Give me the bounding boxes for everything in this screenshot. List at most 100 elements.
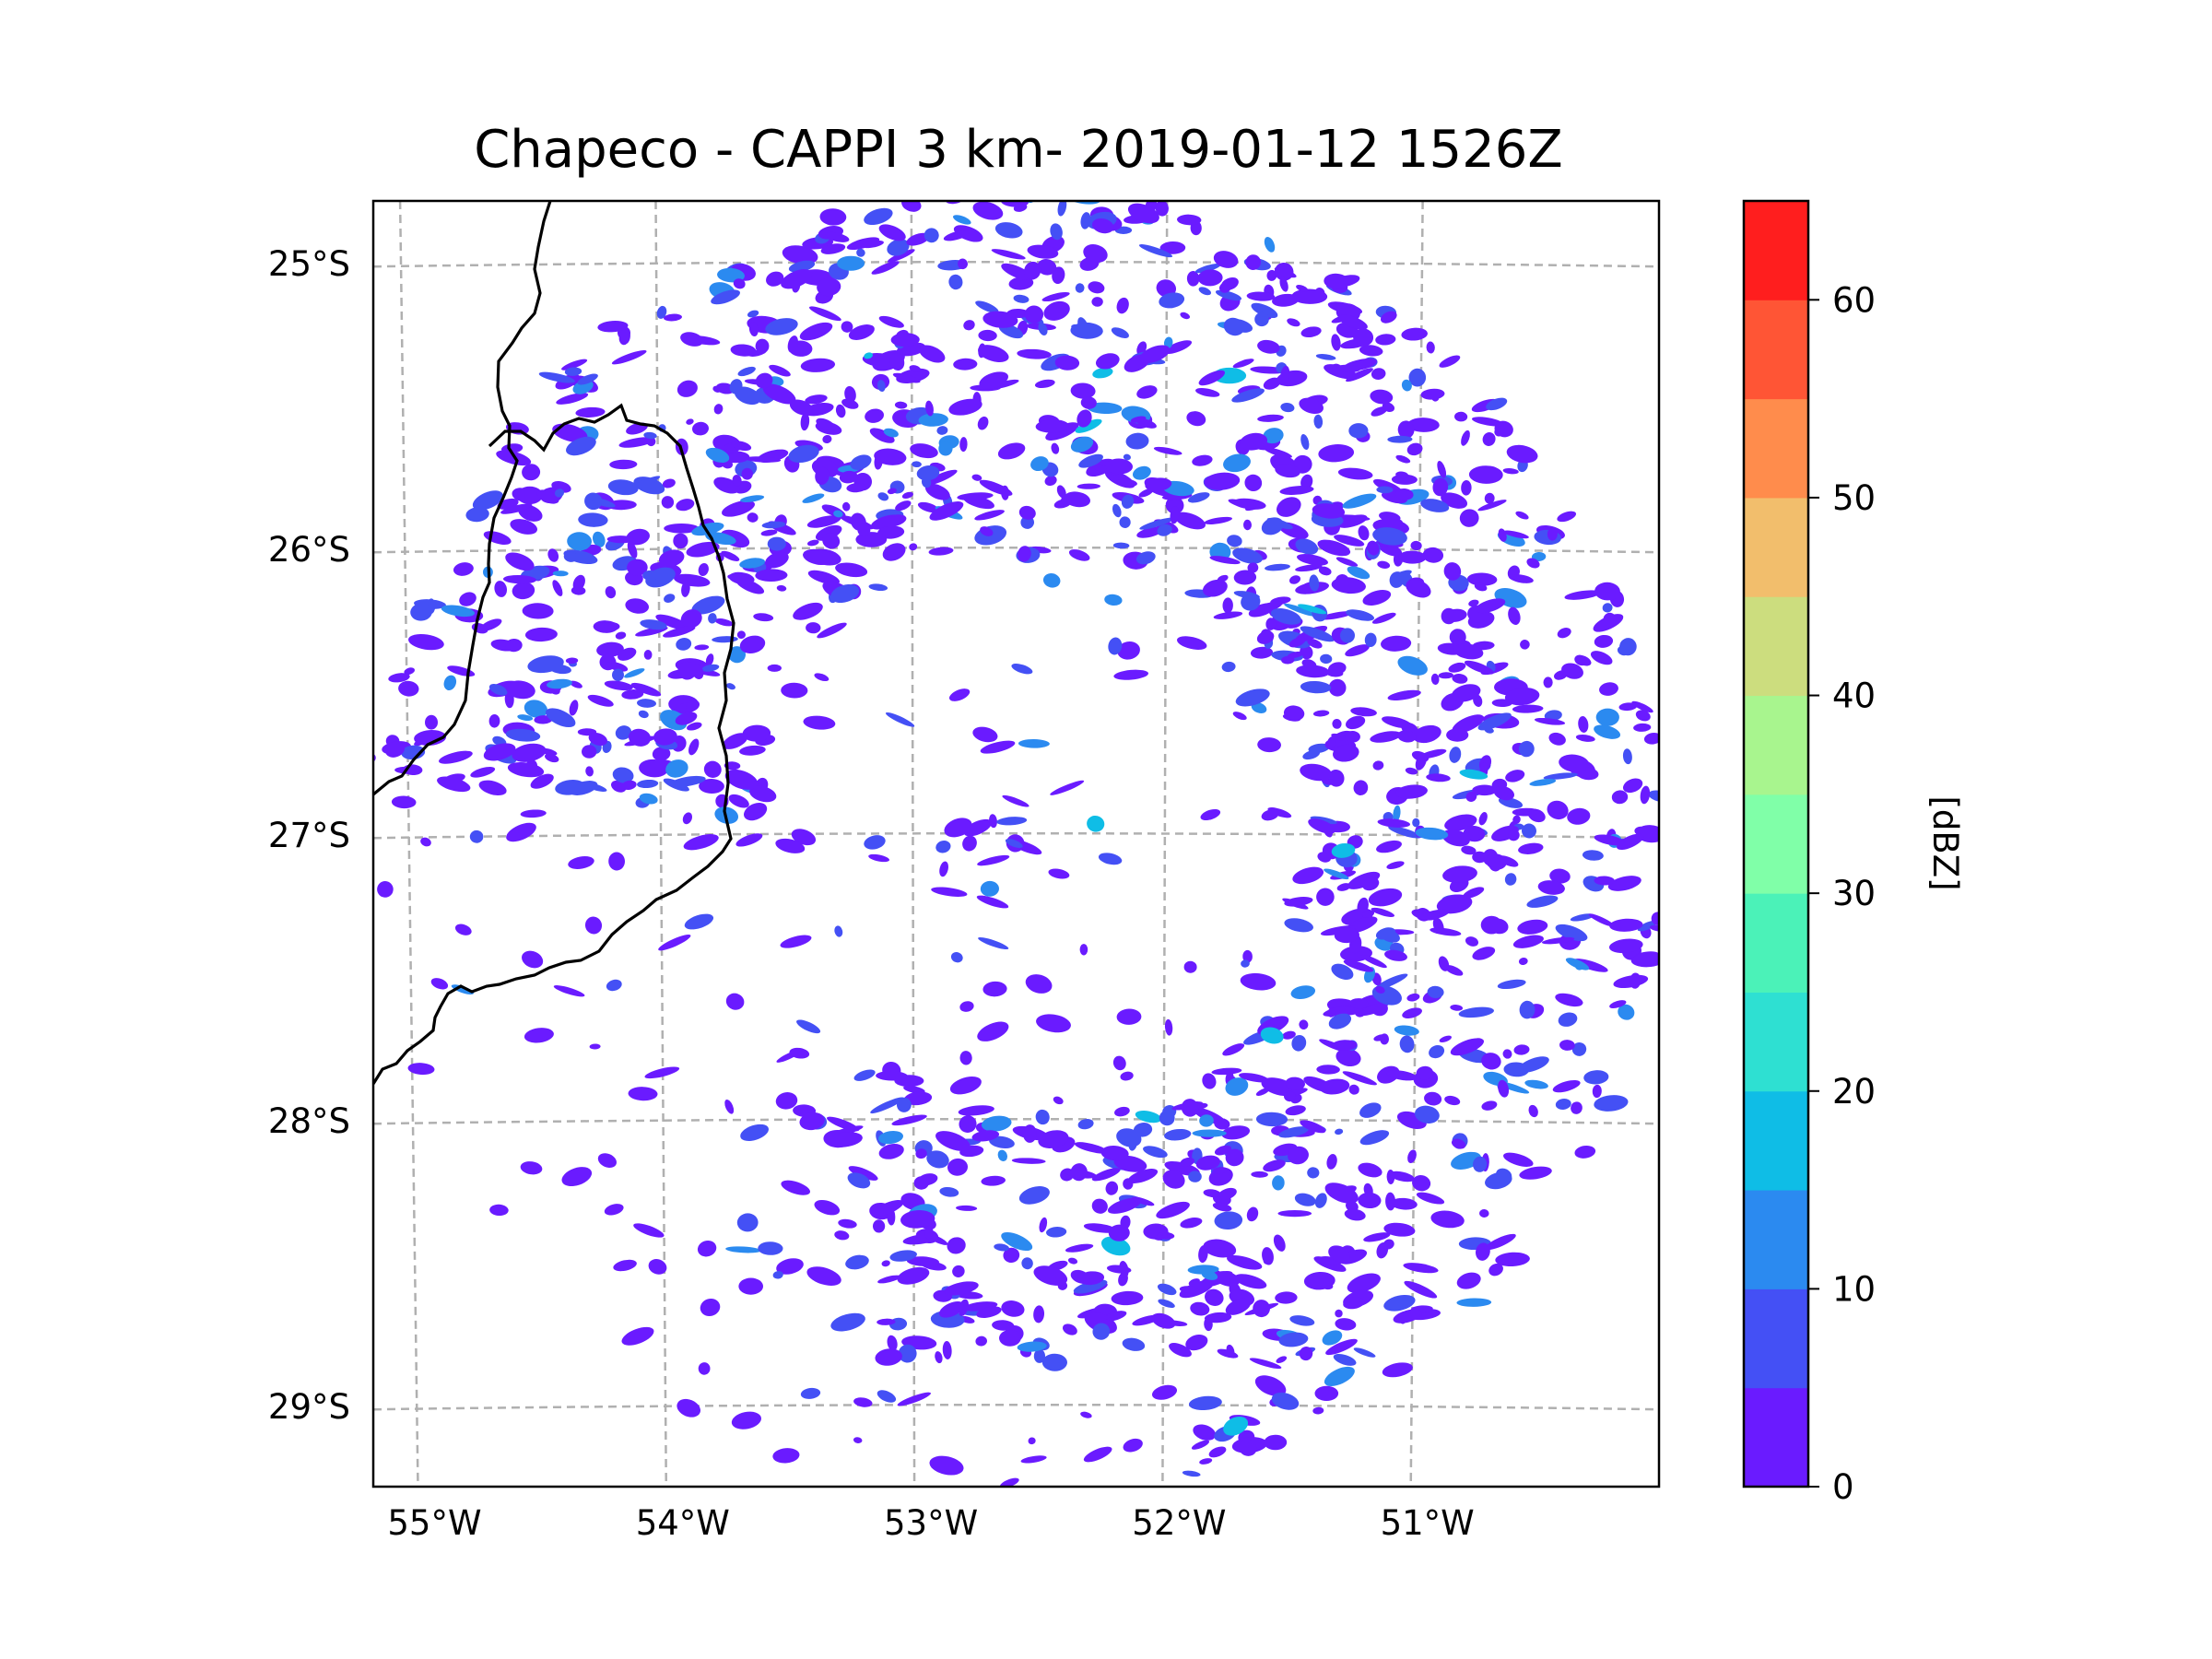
echo-cell: [1350, 707, 1377, 717]
echo-cell: [1244, 474, 1263, 492]
echo-cell: [684, 913, 714, 930]
echo-cell: [1526, 895, 1559, 908]
echo-cell: [1005, 839, 1023, 849]
echo-cell: [979, 371, 1008, 389]
echo-cell: [1609, 918, 1643, 932]
echo-cell: [676, 638, 692, 651]
echo-cell: [1300, 763, 1333, 782]
echo-cell: [1495, 1252, 1530, 1267]
echo-cell: [1298, 604, 1327, 615]
echo-cell: [1466, 572, 1498, 586]
echo-cell: [1437, 460, 1447, 478]
echo-cell: [932, 1316, 954, 1326]
echo-cell: [384, 741, 406, 758]
echo-cell: [1116, 297, 1129, 314]
echo-cell: [1348, 998, 1369, 1009]
map-panel[interactable]: 25°S 26°S 27°S 28°S 29°S 55°W 54°W 53°W 52°W 51°…: [268, 187, 1673, 1543]
echo-cell: [844, 385, 856, 403]
echo-cell: [1326, 1154, 1337, 1170]
echo-cell: [1472, 851, 1488, 864]
echo-cell: [822, 434, 832, 444]
echo-cell: [633, 477, 665, 495]
echo-cell: [1377, 818, 1411, 828]
echo-cell: [739, 635, 766, 653]
echo-cell: [1123, 453, 1131, 461]
echo-cell: [767, 536, 786, 551]
echo-cell: [956, 1205, 978, 1211]
echo-cell: [1397, 655, 1428, 676]
echo-cell: [950, 952, 963, 963]
echo-cell: [963, 320, 975, 331]
echo-cell: [1446, 728, 1469, 742]
echo-cell: [1517, 919, 1548, 935]
echo-cell: [516, 486, 543, 505]
echo-cell: [735, 833, 763, 847]
echo-cell: [377, 881, 394, 898]
echo-cell: [1395, 488, 1414, 500]
echo-cell: [1559, 754, 1590, 772]
echo-cell: [826, 1116, 860, 1132]
echo-cell: [1205, 1288, 1224, 1306]
echo-cell: [1212, 1202, 1232, 1212]
echo-cell: [1496, 1168, 1512, 1182]
echo-cell: [618, 329, 630, 346]
echo-cell: [488, 684, 508, 696]
echo-cell: [1242, 519, 1253, 531]
echo-cell: [1104, 594, 1123, 606]
echo-cell: [1011, 1158, 1046, 1164]
echo-cell: [1498, 855, 1519, 867]
echo-cell: [938, 441, 953, 456]
echo-cell: [1380, 1033, 1390, 1045]
echo-cell: [520, 1161, 543, 1175]
echo-cell: [1232, 359, 1254, 369]
echo-cell: [1371, 907, 1395, 917]
echo-cell: [1275, 1291, 1298, 1304]
echo-cell: [896, 1097, 912, 1112]
echo-cell: [1182, 1470, 1201, 1477]
echo-cell: [1284, 603, 1316, 617]
echo-cell: [1328, 1245, 1351, 1263]
echo-cell: [1397, 730, 1417, 743]
echo-cell: [1266, 517, 1293, 530]
colorbar-block: [1744, 695, 1808, 795]
echo-cell: [975, 1335, 987, 1347]
echo-cell: [1389, 1171, 1415, 1182]
echo-cell: [1295, 564, 1323, 572]
echo-cell: [1122, 1337, 1146, 1351]
echo-cell: [948, 274, 963, 290]
echo-cell: [1528, 1104, 1538, 1118]
echo-cell: [625, 598, 650, 614]
echo-cell: [686, 335, 721, 346]
echo-cell: [642, 570, 659, 581]
echo-cell: [1198, 370, 1226, 386]
echo-cell: [1119, 1261, 1129, 1277]
echo-cell: [1225, 1298, 1252, 1315]
echo-cell: [871, 261, 900, 275]
echo-cell: [658, 935, 691, 951]
echo-cell: [1379, 929, 1400, 943]
echo-cell: [1270, 608, 1301, 625]
echo-cell: [1518, 957, 1528, 966]
echo-cell: [663, 626, 696, 638]
echo-cell: [1458, 1006, 1495, 1018]
echo-cell: [1017, 348, 1052, 359]
echo-cell: [1439, 355, 1461, 368]
echo-cell: [479, 618, 502, 631]
echo-cell: [1036, 1014, 1071, 1033]
echo-cell: [627, 559, 648, 576]
echo-cell: [887, 239, 910, 256]
echo-cell: [1274, 262, 1294, 281]
echo-cell: [561, 359, 588, 371]
echo-cell: [1222, 597, 1233, 614]
echo-cell: [841, 398, 859, 409]
colorbar-ticks: 0 10 20 30 40 50 60: [1808, 280, 1876, 1507]
echo-cell: [621, 689, 644, 700]
echo-cell: [872, 1219, 886, 1233]
colorbar-block: [1744, 794, 1808, 894]
echo-cell: [653, 728, 677, 746]
echo-cell: [1416, 1192, 1445, 1205]
echo-cell: [982, 981, 1007, 997]
echo-cell: [1155, 201, 1169, 217]
echo-cell: [928, 547, 954, 556]
echo-cell: [1223, 453, 1251, 473]
